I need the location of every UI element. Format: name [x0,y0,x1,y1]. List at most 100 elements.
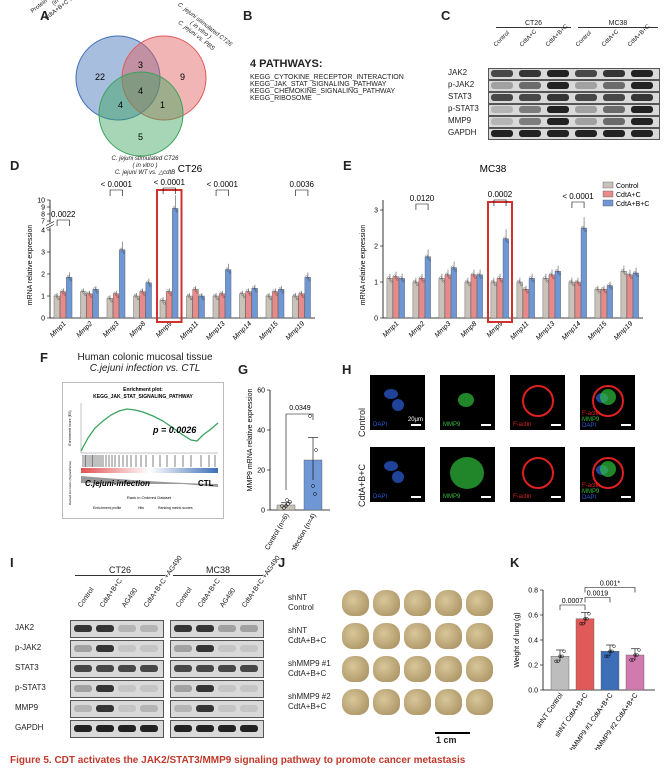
blot-c-lane: Control [575,30,593,49]
lung-specimen [435,656,462,682]
x-tick-label: Mmp1 [49,320,68,339]
microscopy-grid: Control CdtA+B+C DAPI 20μm MMP9 F-actin F-ac… [355,375,655,525]
chart-e-svg: MC38 mRNA relative expression 0 1 2 3 Mmp1 Mm… [360,164,649,342]
blot-i-strip [70,720,164,738]
blot-i-band [240,725,258,732]
bar [550,656,570,691]
bar-cdta+c [192,289,199,319]
significance-bracket [584,587,636,593]
bar-cdta+c [522,288,529,319]
data-point [213,293,216,297]
x-tick-label: Mmp14 [232,320,254,342]
panel-label-h: H [342,362,352,377]
cell-shape [450,457,484,489]
data-point [453,267,456,270]
pathway-item: KEGG_JAK_STAT_SIGNALING_PATHWAY [250,81,387,88]
venn-count-s23: 1 [160,100,165,110]
data-point [633,653,637,657]
bar-cdta+c [298,293,305,319]
data-point [166,289,169,292]
data-point [82,291,85,294]
gsea-ranking-bar [81,468,218,473]
lung-specimen [466,590,493,616]
chart-k: Weight of lung (g) 0.0 0.2 0.4 0.6 0.8 shNT C… [505,565,665,756]
blot-c-lane: CdtA+C [519,29,539,49]
bar-control [568,281,575,319]
significance-bracket [109,189,123,196]
blot-c-band [491,82,513,89]
blot-i-row-label: STAT3 [15,663,39,672]
blot-i-strip [170,720,264,738]
data-point [143,293,146,296]
lung-row-label: shNT Control [288,593,314,613]
blot-c-band [519,106,541,113]
data-point [606,654,610,658]
chart-e-title: MC38 [480,164,507,175]
data-point [558,273,561,276]
data-point [175,210,178,213]
venn-circle-2 [121,35,207,121]
bar-cdta+c [392,276,399,319]
y-tick-label: 8 [41,212,45,219]
x-tick-label: Mmp14 [561,320,583,342]
blot-c-band [575,70,597,77]
data-point [630,276,633,279]
data-point [169,293,172,296]
data-point [584,229,587,233]
panel-label-j: J [278,555,286,570]
gsea-right-label: CTL [198,479,214,488]
bar-cdta+b+c [606,285,613,319]
data-point [63,293,66,296]
blot-c-band [547,94,569,101]
blot-i-band [140,725,158,732]
data-point [422,280,425,283]
data-point [471,272,474,275]
data-point [255,290,258,293]
data-point [119,247,122,250]
blot-c-band [519,94,541,101]
data-point [202,297,205,301]
data-point [193,287,196,290]
blot-c-band [575,106,597,113]
data-point [526,291,529,294]
blot-i-band [196,705,214,712]
blot-c-band [491,70,513,77]
bar-cdta+c [496,278,503,319]
blot-i-strip [170,660,264,678]
blot-i-band [174,665,192,672]
data-point [115,293,118,296]
blot-i-band [218,705,236,712]
blot-i-band [174,685,192,692]
data-point [602,289,606,292]
bar-cdta+b+c [66,277,73,319]
data-point [446,274,450,277]
data-point [575,279,578,283]
gsea-legend-2: Hits [138,506,144,510]
data-point [576,281,580,285]
bar-cdta+c [86,293,93,319]
data-point [396,278,399,281]
blot-c-band [547,70,569,77]
data-point [228,271,231,274]
blot-i-strip [70,660,164,678]
blot-i-group-mc38: MC38 [173,565,263,576]
bar-control [412,281,419,319]
lung-specimen [373,590,400,616]
data-point [274,291,277,294]
micro-tile: MMP9 [440,375,495,430]
data-point [523,287,526,290]
venn-svg: 22 9 5 3 4 1 4 [75,35,207,157]
data-point [472,274,476,277]
y-tick-label: 2 [374,244,378,251]
data-point [604,291,607,294]
x-tick-label: Mmp19 [613,320,635,342]
blot-i-band [96,645,114,652]
blot-i-band [74,725,92,732]
data-point [387,276,390,279]
gsea-header: Human colonic mucosal tissue C.jejuni in… [60,352,230,374]
data-point [479,274,482,277]
bar-control [620,270,627,319]
data-point [388,278,391,281]
legend-swatch [602,190,614,198]
